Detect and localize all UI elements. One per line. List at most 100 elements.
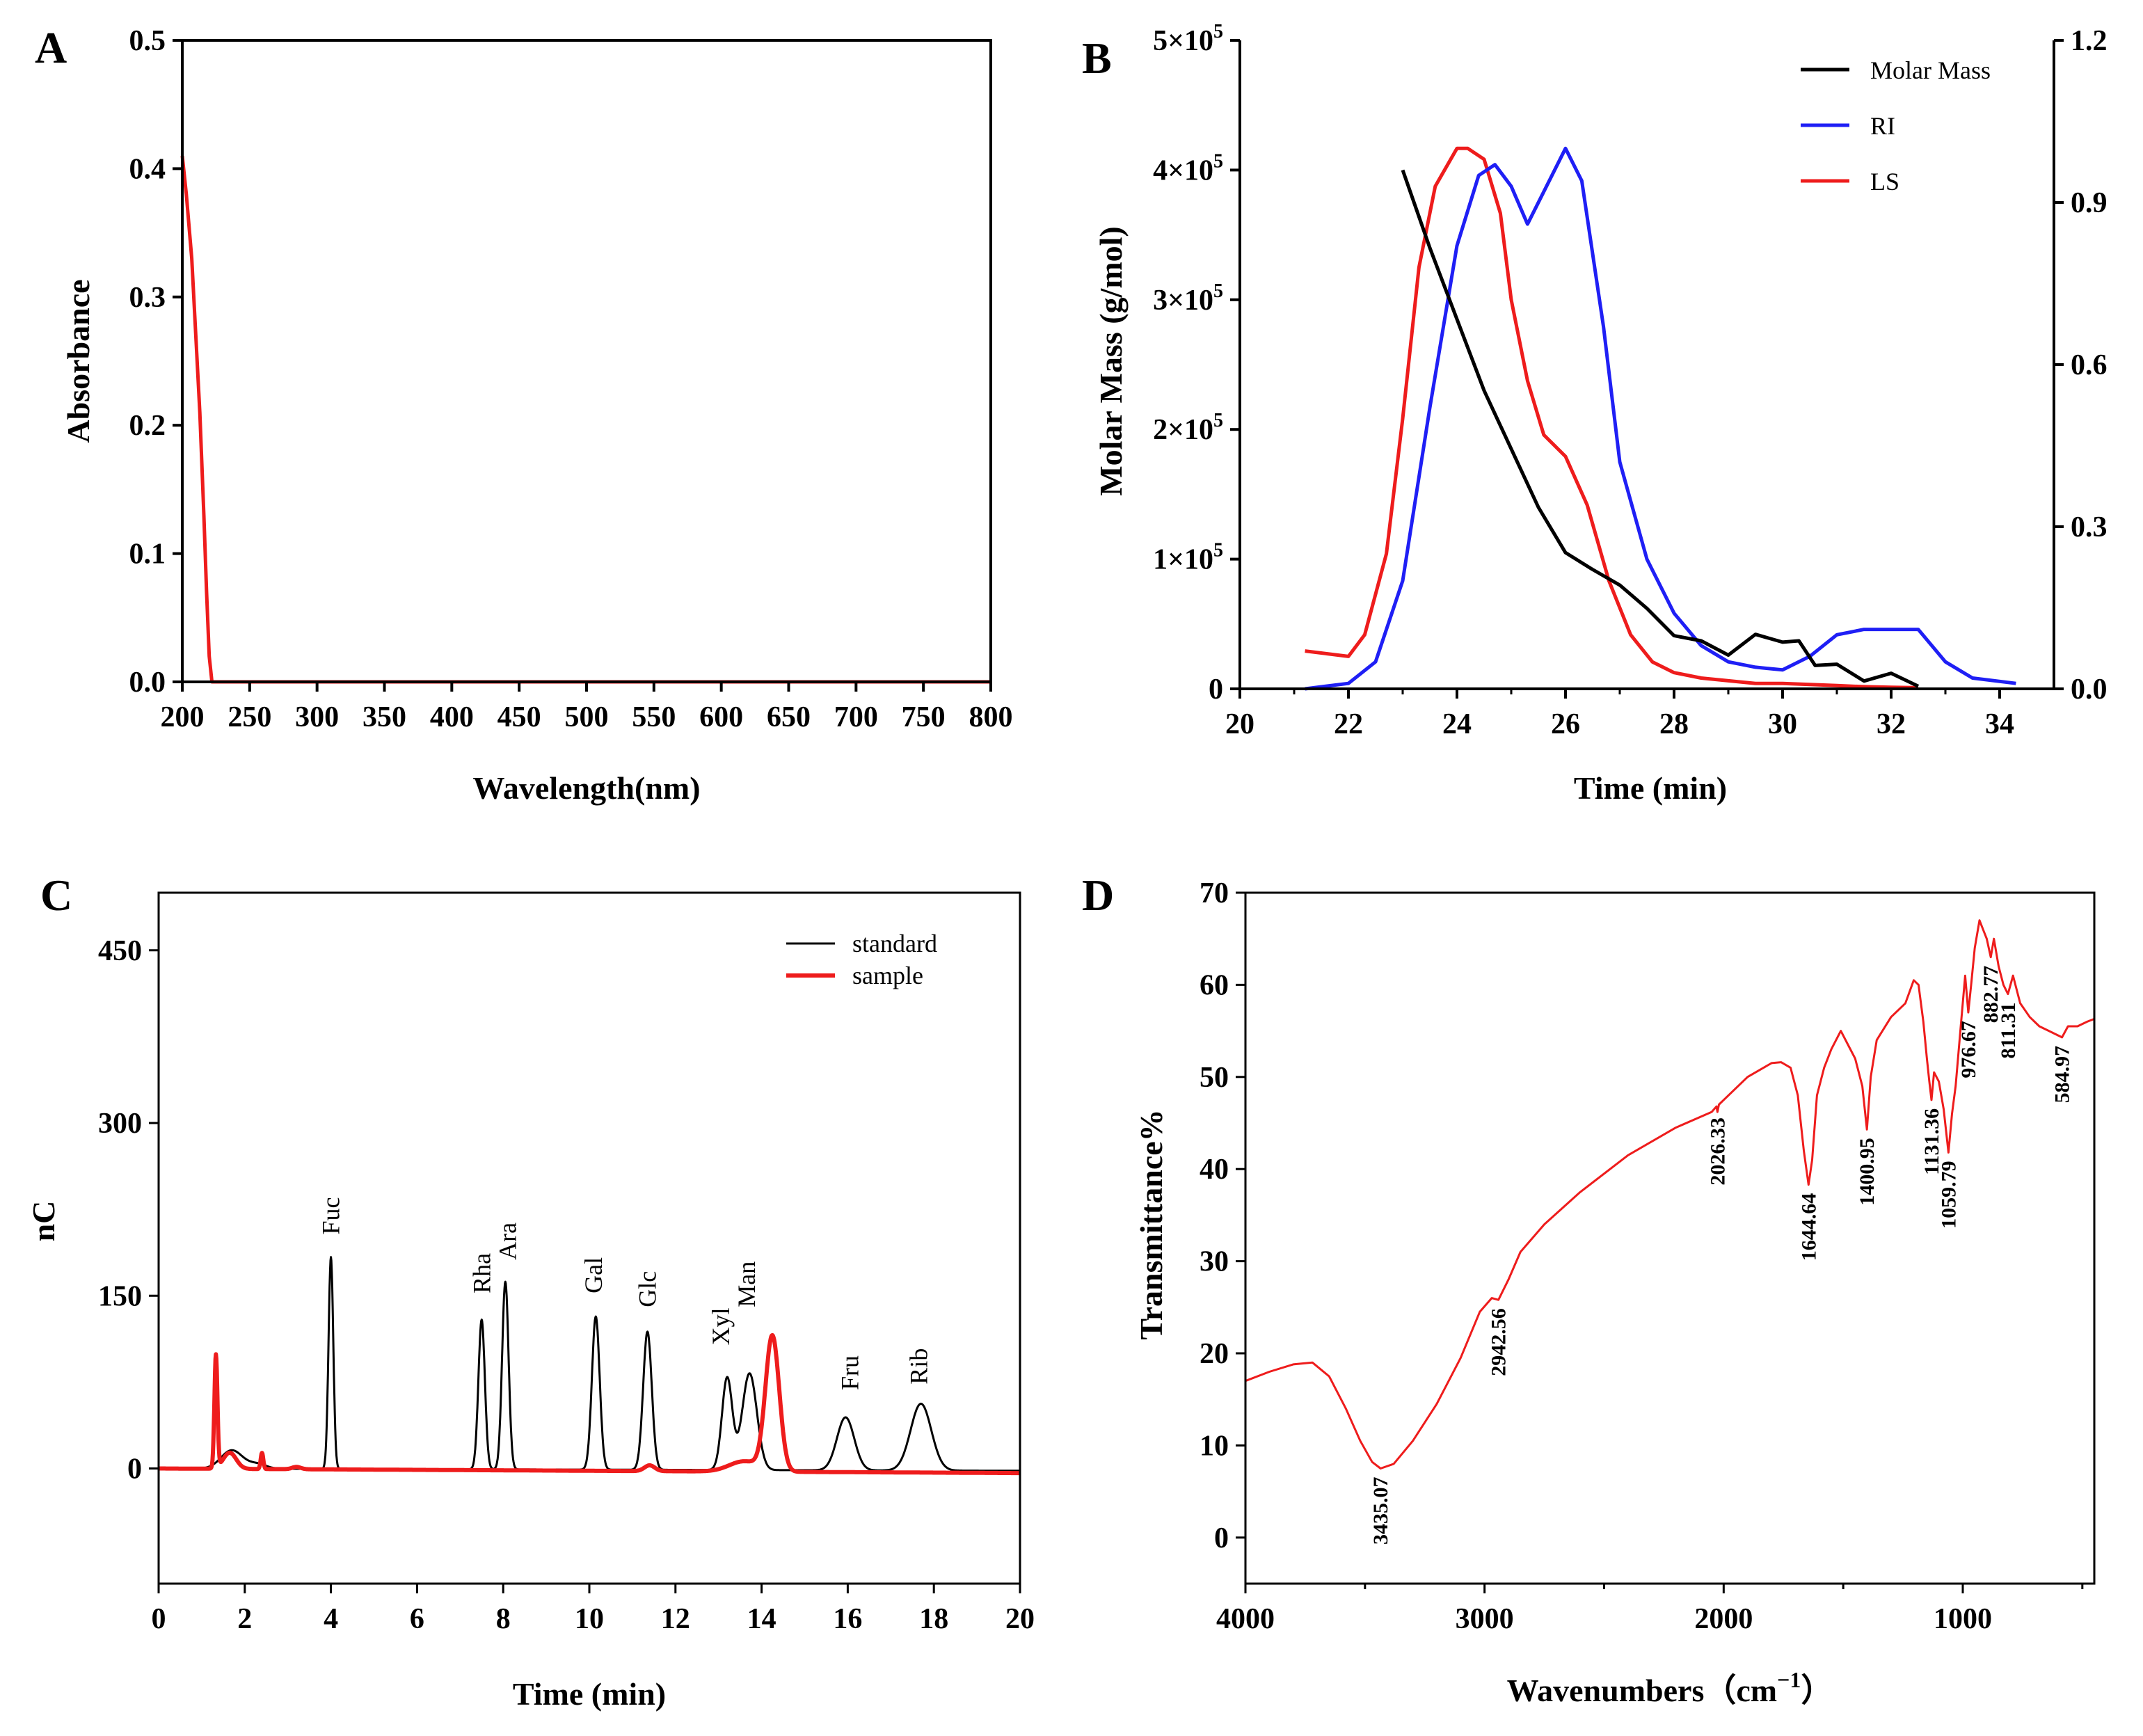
panel-a-frame — [181, 39, 992, 683]
legend-label-standard: standard — [852, 930, 937, 957]
panel-d-y-tick-label: 0 — [1214, 1522, 1229, 1554]
panel-b-y-tick-exp: 5 — [1213, 410, 1223, 431]
panel-c-x-tick-label: 14 — [747, 1603, 776, 1635]
panel-b-series-molar-mass — [1401, 169, 1920, 688]
panel-a-x-tick-label: 550 — [632, 701, 676, 733]
panel-a-x-tick-label: 700 — [834, 701, 878, 733]
panel-a-y-tick-label: 0.2 — [129, 410, 166, 442]
panel-b-y2-tick-label: 1.2 — [2071, 25, 2108, 57]
panel-d-peak-label: 3435.07 — [1369, 1477, 1392, 1545]
panel-a-x-tick-label: 400 — [430, 701, 474, 733]
panel-d-peak-label: 584.97 — [2051, 1046, 2074, 1104]
panel-b-xlabel: Time (min) — [1574, 770, 1727, 806]
panel-c-peak-label: Fuc — [317, 1197, 345, 1235]
panel-b-x-tick-label: 28 — [1659, 708, 1689, 740]
panel-d-peak-label: 976.67 — [1957, 1021, 1980, 1078]
panel-c-ylabel: nC — [26, 1201, 61, 1242]
panel-c-y-tick-label: 150 — [98, 1280, 142, 1312]
panel-d-peak-label: 2026.33 — [1706, 1117, 1729, 1186]
panel-b-y2-tick-label: 0.3 — [2071, 511, 2108, 543]
panel-b-y-tick-label: 1×105 — [1153, 540, 1223, 576]
panel-a-x-tick-label: 200 — [161, 701, 205, 733]
panel-b-chart: 20 22 24 26 28 30 32 34 01×1052×1053×1054×1055×… — [1093, 21, 2108, 806]
panel-b-y-tick-label: 0 — [1209, 674, 1223, 706]
panel-d-x-tick-label: 2000 — [1694, 1603, 1753, 1635]
panel-c-x-tick-label: 20 — [1005, 1603, 1035, 1635]
panel-a-x-tick-label: 800 — [969, 701, 1013, 733]
panel-a-x-tick-label: 750 — [902, 701, 946, 733]
panel-c-legend: standard sample — [786, 930, 937, 989]
panel-c-xlabel: Time (min) — [513, 1676, 666, 1712]
panel-a-ylabel: Absorbance — [61, 279, 96, 443]
panel-b-y-tick-base: 2×10 — [1153, 414, 1213, 446]
panel-d-y-tick-label: 10 — [1200, 1430, 1229, 1462]
panel-d-x-tick-label: 3000 — [1456, 1603, 1514, 1635]
panel-c-peak-label: Glc — [634, 1271, 662, 1307]
panel-d-peak-label: 1400.95 — [1856, 1138, 1879, 1206]
panel-b-y-tick-label: 2×105 — [1153, 410, 1223, 446]
panel-a-x-tick-label: 500 — [565, 701, 609, 733]
panel-d-xlabel-close: ） — [1801, 1673, 1833, 1708]
panel-d-chart: 4000 3000 2000 1000 0 10 20 30 40 50 60 70 3435.07… — [1133, 877, 2096, 1708]
panel-b-legend: Molar Mass RI LS — [1801, 56, 1991, 196]
panel-c-x-tick-label: 16 — [833, 1603, 862, 1635]
legend-label-ri: RI — [1870, 112, 1895, 140]
panel-c-frame — [157, 891, 1021, 1585]
panel-b-x-tick-label: 34 — [1985, 708, 2014, 740]
panel-b-x-tick-label: 30 — [1768, 708, 1797, 740]
panel-d-xlabel-main: Wavenumbers（cm — [1507, 1673, 1777, 1708]
panel-b-y-tick-label: 5×105 — [1153, 21, 1223, 57]
legend-label-molar-mass: Molar Mass — [1870, 56, 1991, 84]
panel-a-chart: 200 250 300 350 400 450 500 550 600 650 700 750 800 … — [61, 25, 1013, 806]
panel-d-peak-label: 811.31 — [1997, 1003, 2020, 1059]
panel-d-x-tick-label: 1000 — [1934, 1603, 1992, 1635]
panel-d-series-line — [1245, 919, 2095, 1470]
panel-b-x-tick-label: 22 — [1334, 708, 1363, 740]
panel-d-y-tick-label: 50 — [1200, 1062, 1229, 1094]
panel-a-x-tick-label: 250 — [228, 701, 271, 733]
panel-a-x-tick-label: 350 — [363, 701, 406, 733]
panel-b-x-tick-label: 32 — [1877, 708, 1906, 740]
panel-b-series-ri — [1305, 146, 2016, 691]
panel-b-y-tick-exp: 5 — [1213, 540, 1223, 562]
panel-letter-b: B — [1082, 33, 1112, 83]
panel-b-y-tick-exp: 5 — [1213, 150, 1223, 172]
panel-b-ylabel: Molar Mass (g/mol) — [1093, 226, 1129, 496]
panel-a-y-tick-label: 0.5 — [129, 25, 166, 57]
panel-b-y-tick-base: 1×10 — [1153, 544, 1213, 576]
panel-d-peak-label: 1059.79 — [1937, 1161, 1960, 1229]
panel-b-x-tick-label: 26 — [1551, 708, 1580, 740]
panel-d-xlabel-sup: −1 — [1777, 1667, 1801, 1692]
panel-a-x-tick-label: 300 — [295, 701, 339, 733]
panel-d-peak-label: 1131.36 — [1920, 1108, 1943, 1175]
panel-c-peak-label: Ara — [493, 1223, 521, 1260]
panel-b-y-tick-base: 0 — [1209, 674, 1223, 706]
panel-c-series-sample — [157, 1332, 1022, 1476]
panel-b-y-tick-base: 3×10 — [1153, 285, 1213, 317]
panel-d-y-tick-label: 60 — [1200, 969, 1229, 1001]
panel-b-x-tick-label: 24 — [1442, 708, 1472, 740]
panel-letter-c: C — [40, 870, 72, 920]
panel-c-x-tick-label: 0 — [152, 1603, 166, 1635]
panel-d-y-tick-label: 30 — [1200, 1246, 1229, 1278]
panel-d-y-tick-label: 70 — [1200, 877, 1229, 909]
panel-b-y2-tick-label: 0.0 — [2071, 674, 2108, 706]
panel-c-y-tick-label: 300 — [98, 1108, 142, 1140]
panel-c-peak-label: Xyl — [707, 1307, 735, 1345]
panel-b-y-tick-label: 3×105 — [1153, 280, 1223, 317]
panel-d-x-tick-label: 4000 — [1216, 1603, 1275, 1635]
panel-c-y-tick-label: 450 — [98, 935, 142, 967]
panel-b-x-tick-label: 20 — [1225, 708, 1254, 740]
panel-c-peak-label: Man — [733, 1261, 760, 1307]
panel-c-x-tick-label: 4 — [324, 1603, 338, 1635]
panel-c-x-tick-label: 6 — [410, 1603, 424, 1635]
panel-c-x-tick-label: 8 — [496, 1603, 511, 1635]
panel-b-y-tick-base: 5×10 — [1153, 25, 1213, 57]
panel-a-series-line — [180, 155, 991, 684]
panel-d-y-tick-label: 40 — [1200, 1154, 1229, 1186]
panel-letter-d: D — [1082, 870, 1114, 920]
panel-d-peak-label: 882.77 — [1979, 966, 2002, 1024]
panel-d-ylabel: Transmittance% — [1133, 1109, 1169, 1339]
panel-a-x-tick-label: 650 — [767, 701, 811, 733]
